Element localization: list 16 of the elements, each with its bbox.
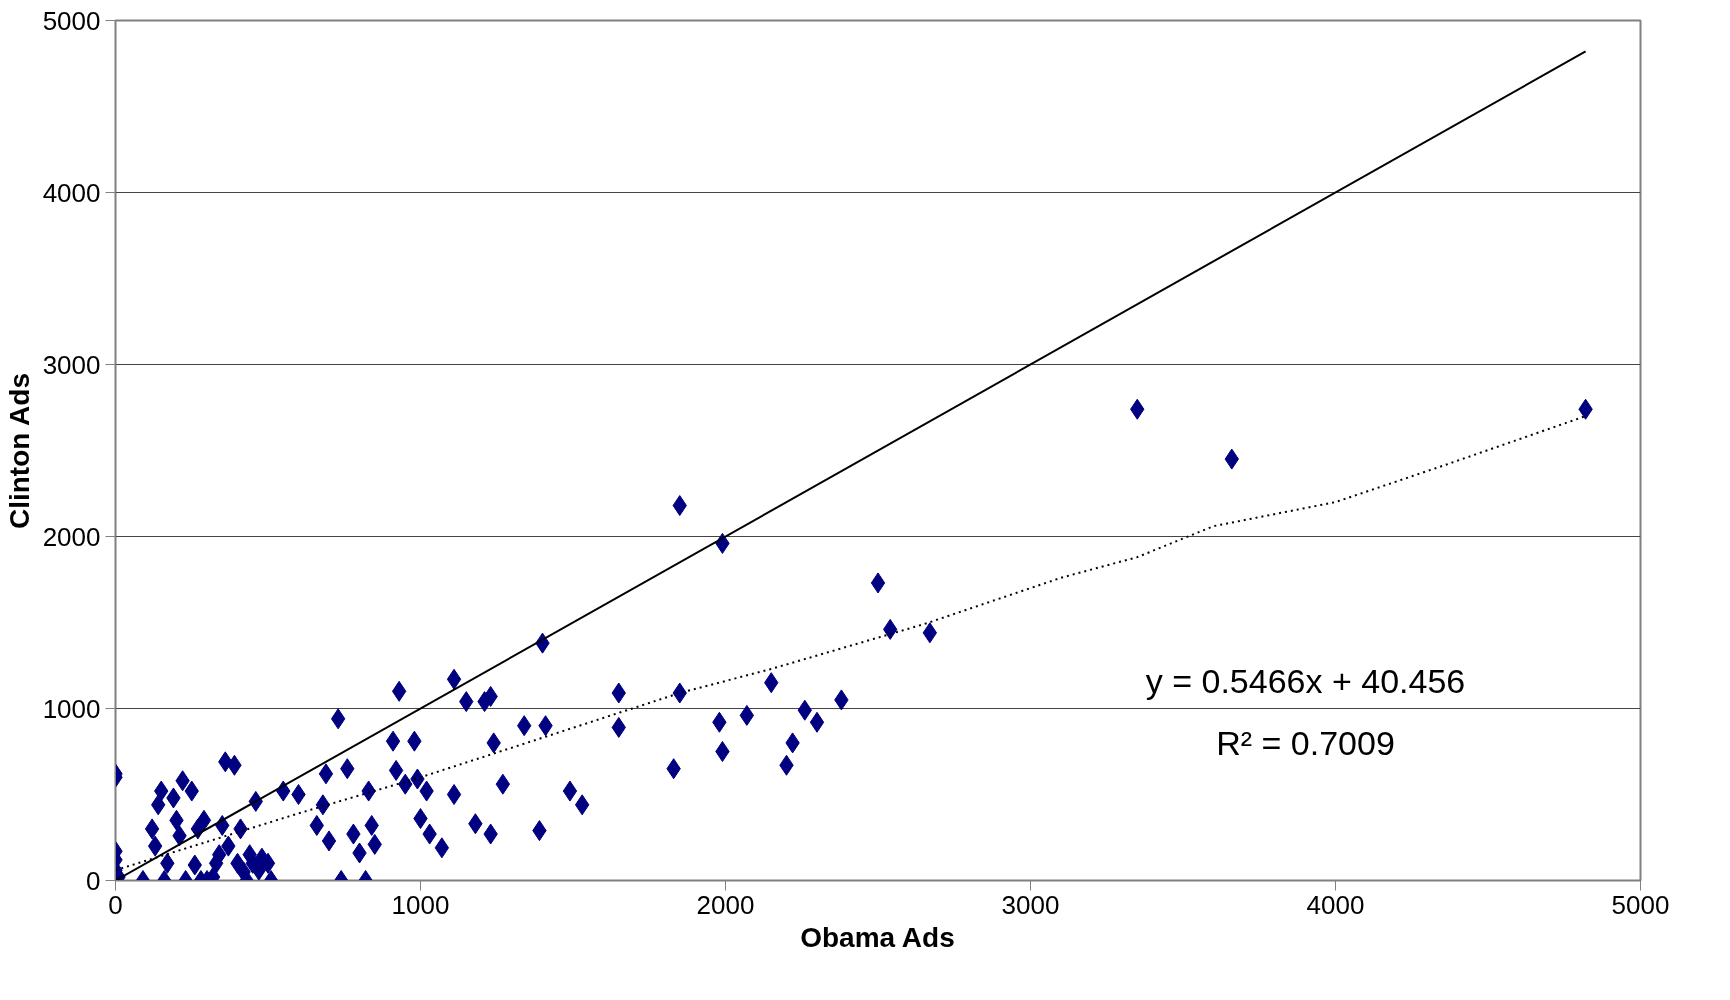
annotation: R² = 0.7009 (1216, 723, 1395, 762)
y-tick-label: 5000 (42, 5, 101, 36)
x-tick-label: 5000 (1611, 889, 1670, 920)
x-tick-label: 2000 (696, 889, 755, 920)
annotation: y = 0.5466x + 40.456 (1145, 661, 1466, 700)
x-tick-label: 0 (108, 889, 123, 920)
y-tick-label: 1000 (42, 693, 101, 724)
y-tick-label: 3000 (42, 349, 101, 380)
y-tick-label: 2000 (42, 521, 101, 552)
x-tick-label: 3000 (1001, 889, 1060, 920)
y-axis-title: Clinton Ads (3, 372, 35, 530)
x-tick-label: 1000 (391, 889, 450, 920)
x-tick-label: 4000 (1306, 889, 1365, 920)
x-axis-title: Obama Ads (800, 921, 955, 953)
y-tick-label: 4000 (42, 177, 101, 208)
y-tick-label: 0 (86, 865, 101, 896)
